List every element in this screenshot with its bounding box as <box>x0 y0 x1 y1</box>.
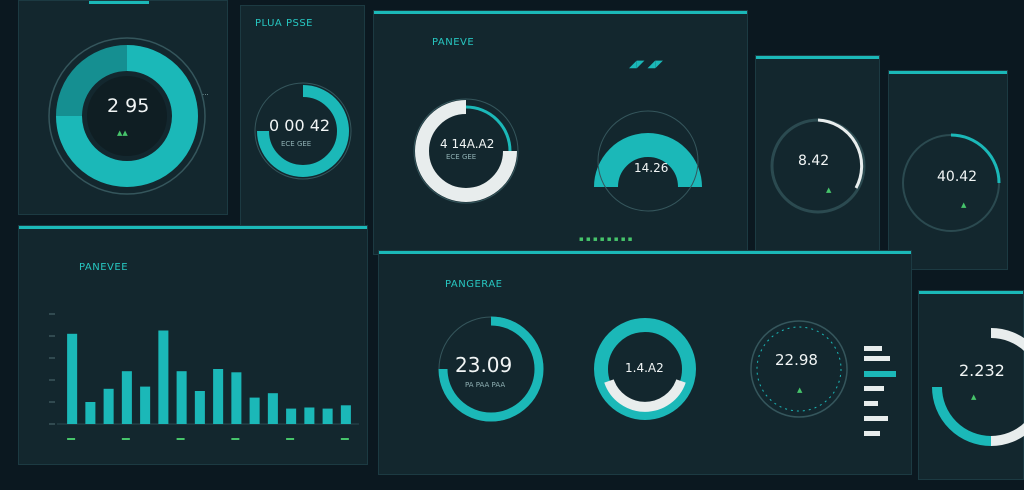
x-tick-mark <box>286 438 295 440</box>
panel-accent-bar <box>889 71 1007 74</box>
bar <box>340 405 351 424</box>
panel-gauge-5[interactable]: 40.42 ▲ <box>888 70 1008 270</box>
panel-gauge-2[interactable]: PLUA PSSE 0 00 42 ECE GEE <box>240 5 365 227</box>
panel-donut-1[interactable]: 2 95 ▲▲ ... <box>18 0 228 215</box>
teal-arc-gauge <box>594 133 702 188</box>
panel-gauges-3[interactable]: PANEVE ◢◤ ◢◤ 4 14A.A2 ECE GEE 14.26 ▪ ▪ … <box>373 10 748 255</box>
x-tick-mark <box>176 438 185 440</box>
bar <box>67 333 78 424</box>
panel-accent-bar <box>89 1 149 4</box>
panel-7-gauge-1-value: 23.09 <box>455 353 513 377</box>
panel-1-value: 2 95 <box>107 95 150 117</box>
panel-gauges-7[interactable]: PANGERAE 23.09 PA PAA PAA 1.4.A2 22.98 ▲ <box>378 250 912 475</box>
bar <box>140 386 151 424</box>
panel-8-indicator: ▲ <box>971 393 977 401</box>
bar <box>304 407 315 424</box>
panel-3-footer-labels: ▪ ▪ ▪ ▪ ▪ ▪ ▪ ▪ <box>579 235 633 243</box>
x-tick-mark <box>231 438 240 440</box>
panel-3-left-value: 4 14A.A2 <box>440 137 495 151</box>
bar <box>176 371 187 424</box>
panel-3-chevrons: ◢◤ ◢◤ <box>629 59 663 70</box>
arc-gauge-2 <box>254 82 352 180</box>
panel-5-indicator: ▲ <box>961 201 967 209</box>
x-tick-mark <box>67 438 76 440</box>
bar <box>194 391 205 424</box>
panel-3-left-sub: ECE GEE <box>446 153 477 161</box>
panel-accent-bar <box>756 56 879 59</box>
bar <box>121 371 132 424</box>
panel-7-gauge-3-value: 22.98 <box>775 351 818 369</box>
gauge-7a-arc <box>438 316 544 422</box>
chart-title: PANEVEE <box>79 262 129 273</box>
panel-4-indicator: ▲ <box>826 186 832 194</box>
x-tick-mark <box>340 438 349 440</box>
panel-4-value: 8.42 <box>798 153 830 169</box>
panel-8-value: 2.232 <box>959 361 1005 380</box>
panel-2-title: PLUA PSSE <box>255 18 313 29</box>
panel-7-indicator: ▲ <box>797 386 803 394</box>
panel-1-indicator: ▲▲ <box>117 129 128 137</box>
bar <box>85 402 96 424</box>
ring-gauge-4 <box>770 118 866 214</box>
panel-7-gauge-2-value: 1.4.A2 <box>625 361 664 375</box>
bar-chart-svg <box>49 313 359 440</box>
panel-7-gauges <box>438 316 896 436</box>
panel-3-gauges <box>413 98 702 212</box>
bar <box>249 397 260 424</box>
panel-3-title: PANEVE <box>432 37 475 48</box>
white-arc-gauge <box>415 100 517 202</box>
x-tick-mark <box>121 438 130 440</box>
gauge-7b-ring <box>594 318 696 420</box>
bar <box>286 408 297 424</box>
panel-7-gauge-1-sub: PA PAA PAA <box>465 381 506 389</box>
bar <box>103 388 114 424</box>
ring-gauge-5 <box>902 133 1001 232</box>
bar <box>322 408 333 424</box>
bar <box>231 372 242 424</box>
panel-5-value: 40.42 <box>937 169 978 185</box>
panel-accent-bar <box>19 226 367 229</box>
panel-1-tick-label: ... <box>202 89 209 97</box>
panel-7-title: PANGERAE <box>445 279 503 290</box>
bar <box>213 369 224 424</box>
panel-gauge-8[interactable]: 2.232 ▲ <box>918 290 1024 480</box>
panel-accent-bar <box>379 251 911 254</box>
panel-accent-bar <box>919 291 1023 294</box>
donut-1-fill <box>56 45 198 187</box>
panel-gauge-4[interactable]: 8.42 ▲ <box>755 55 880 265</box>
panel-2-value: 0 00 42 <box>269 116 331 135</box>
bar <box>267 393 278 424</box>
donut-gauge-1 <box>48 37 206 195</box>
panel-bar-chart[interactable]: PANEVEE <box>18 225 368 465</box>
bar <box>158 330 169 424</box>
panel-3-right-value: 14.26 <box>634 161 669 175</box>
panel-2-subtext: ECE GEE <box>281 140 312 148</box>
arc-gauge-8 <box>932 328 1024 446</box>
panel-accent-bar <box>374 11 747 14</box>
